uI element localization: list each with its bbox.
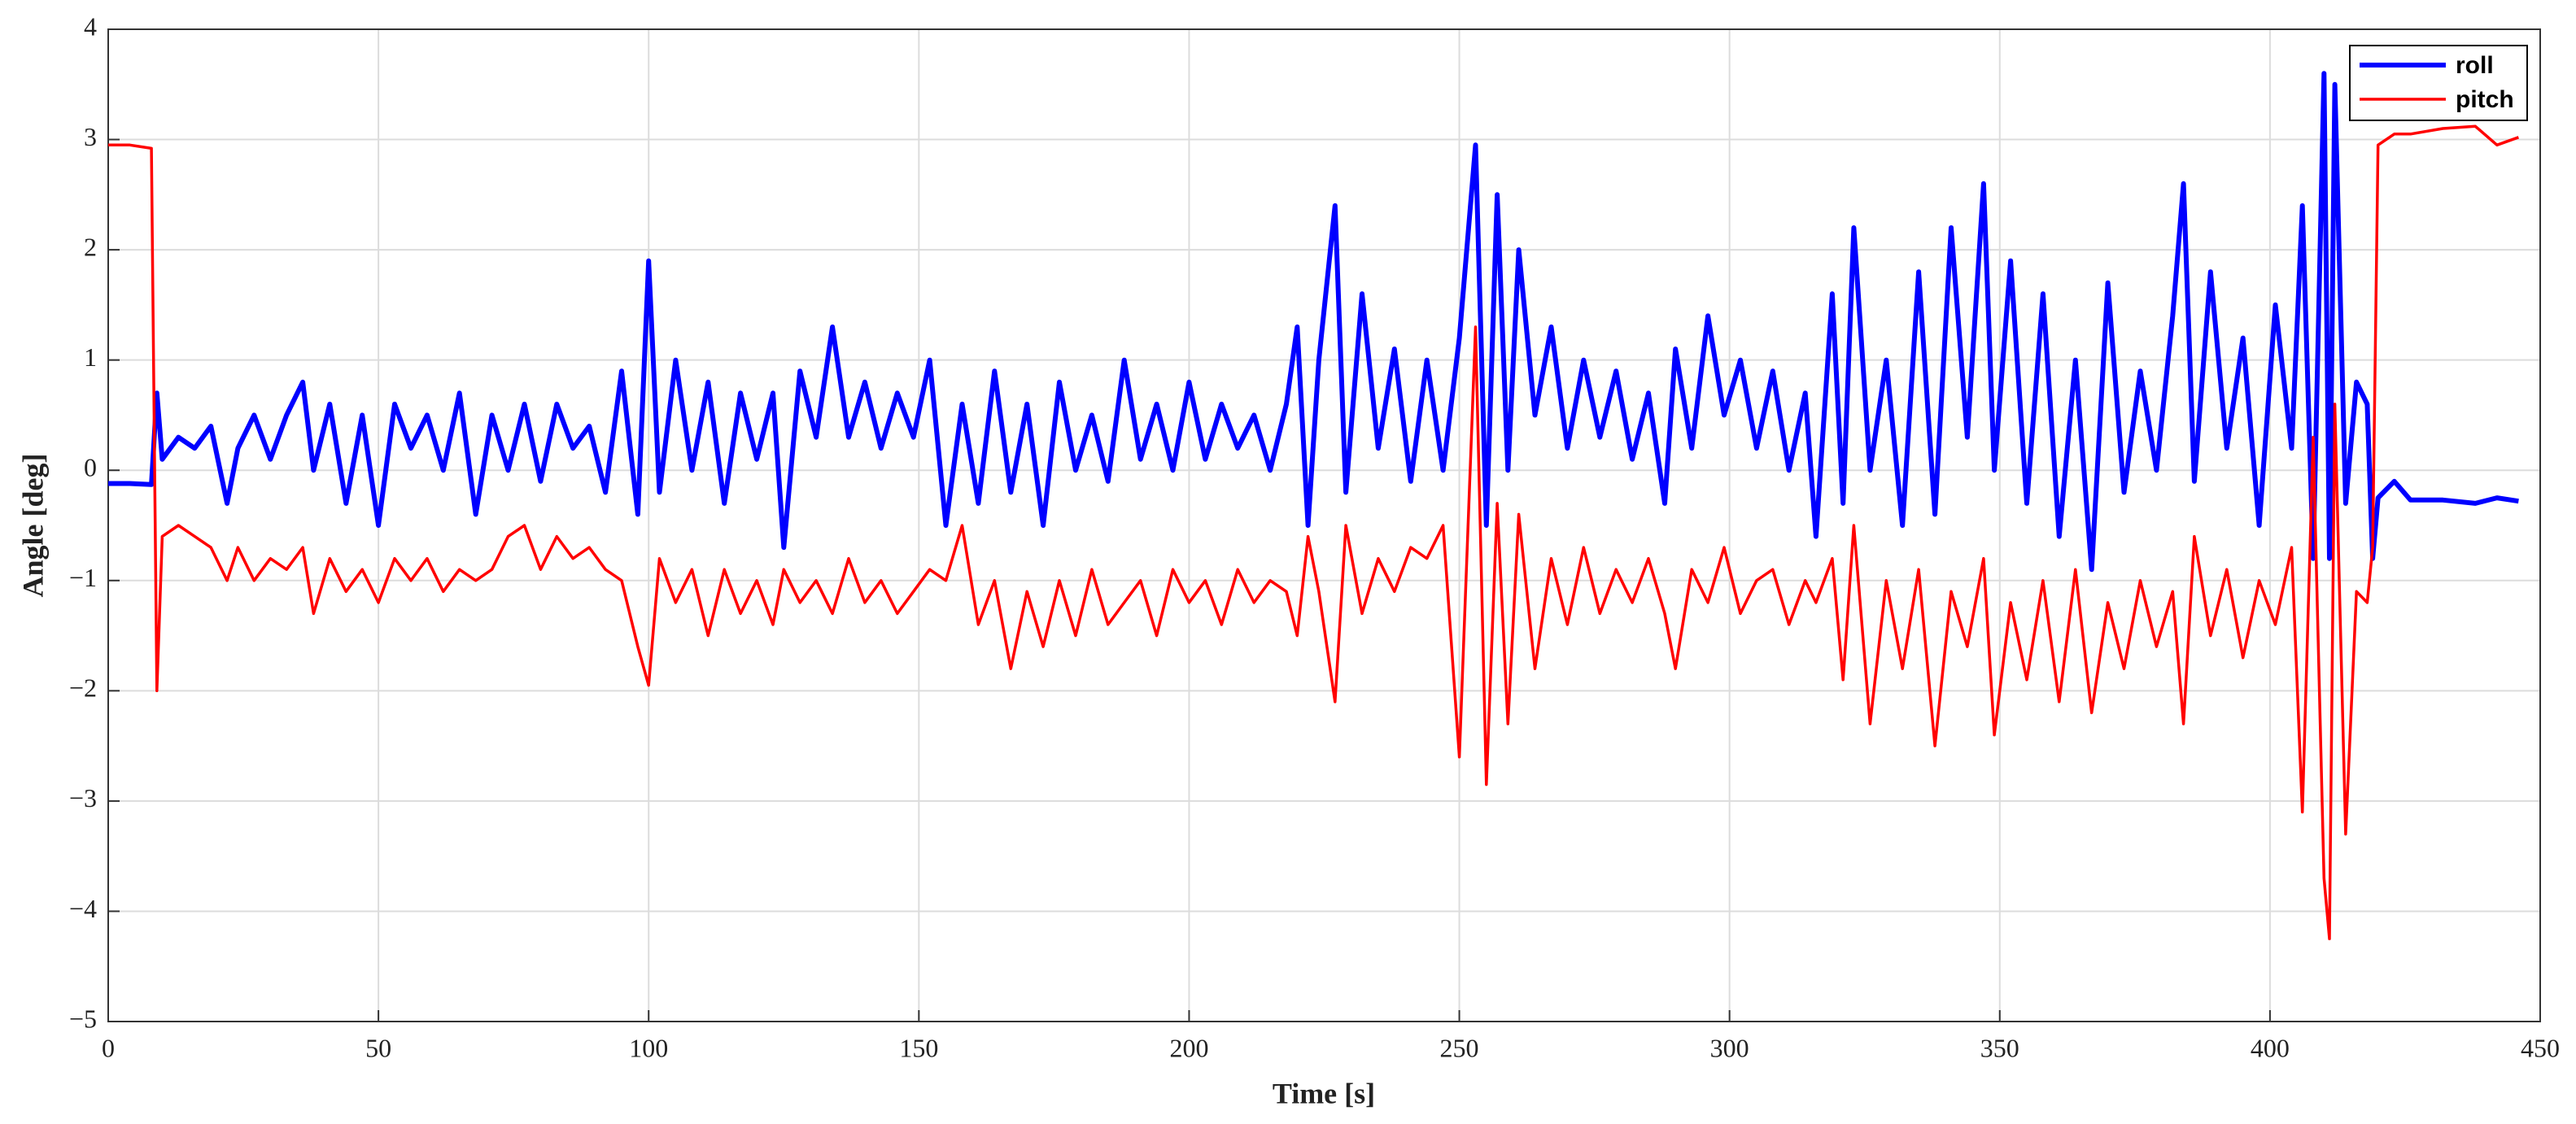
x-tick-label: 50 — [365, 1033, 391, 1062]
series-line — [108, 124, 2519, 941]
x-tick-label: 450 — [2521, 1033, 2560, 1062]
x-tick-label: 300 — [1710, 1033, 1749, 1062]
x-tick-label: 200 — [1169, 1033, 1208, 1062]
x-tick-label: 250 — [1440, 1033, 1479, 1062]
y-tick-label: −3 — [69, 783, 97, 813]
y-tick-label: 2 — [84, 232, 97, 261]
x-tick-label: 400 — [2251, 1033, 2290, 1062]
y-tick-label: 0 — [84, 453, 97, 482]
y-tick-label: −4 — [69, 894, 97, 923]
x-tick-label: 0 — [102, 1033, 115, 1062]
y-tick-label: −5 — [69, 1004, 97, 1033]
x-tick-label: 350 — [1980, 1033, 2019, 1062]
y-tick-label: 1 — [84, 342, 97, 372]
y-tick-label: −2 — [69, 673, 97, 703]
x-tick-label: 150 — [899, 1033, 938, 1062]
legend-label: roll — [2456, 52, 2494, 79]
plot-frame — [107, 28, 2541, 1022]
series-line — [108, 71, 2519, 573]
legend-box — [2349, 45, 2528, 121]
legend-label: pitch — [2456, 86, 2514, 113]
y-tick-label: 3 — [84, 122, 97, 151]
y-tick-label: 4 — [84, 11, 97, 41]
x-tick-label: 100 — [629, 1033, 668, 1062]
x-axis-label: Time [s] — [1273, 1077, 1375, 1109]
y-tick-label: −1 — [69, 563, 97, 592]
y-axis-label: Angle [deg] — [16, 454, 49, 598]
